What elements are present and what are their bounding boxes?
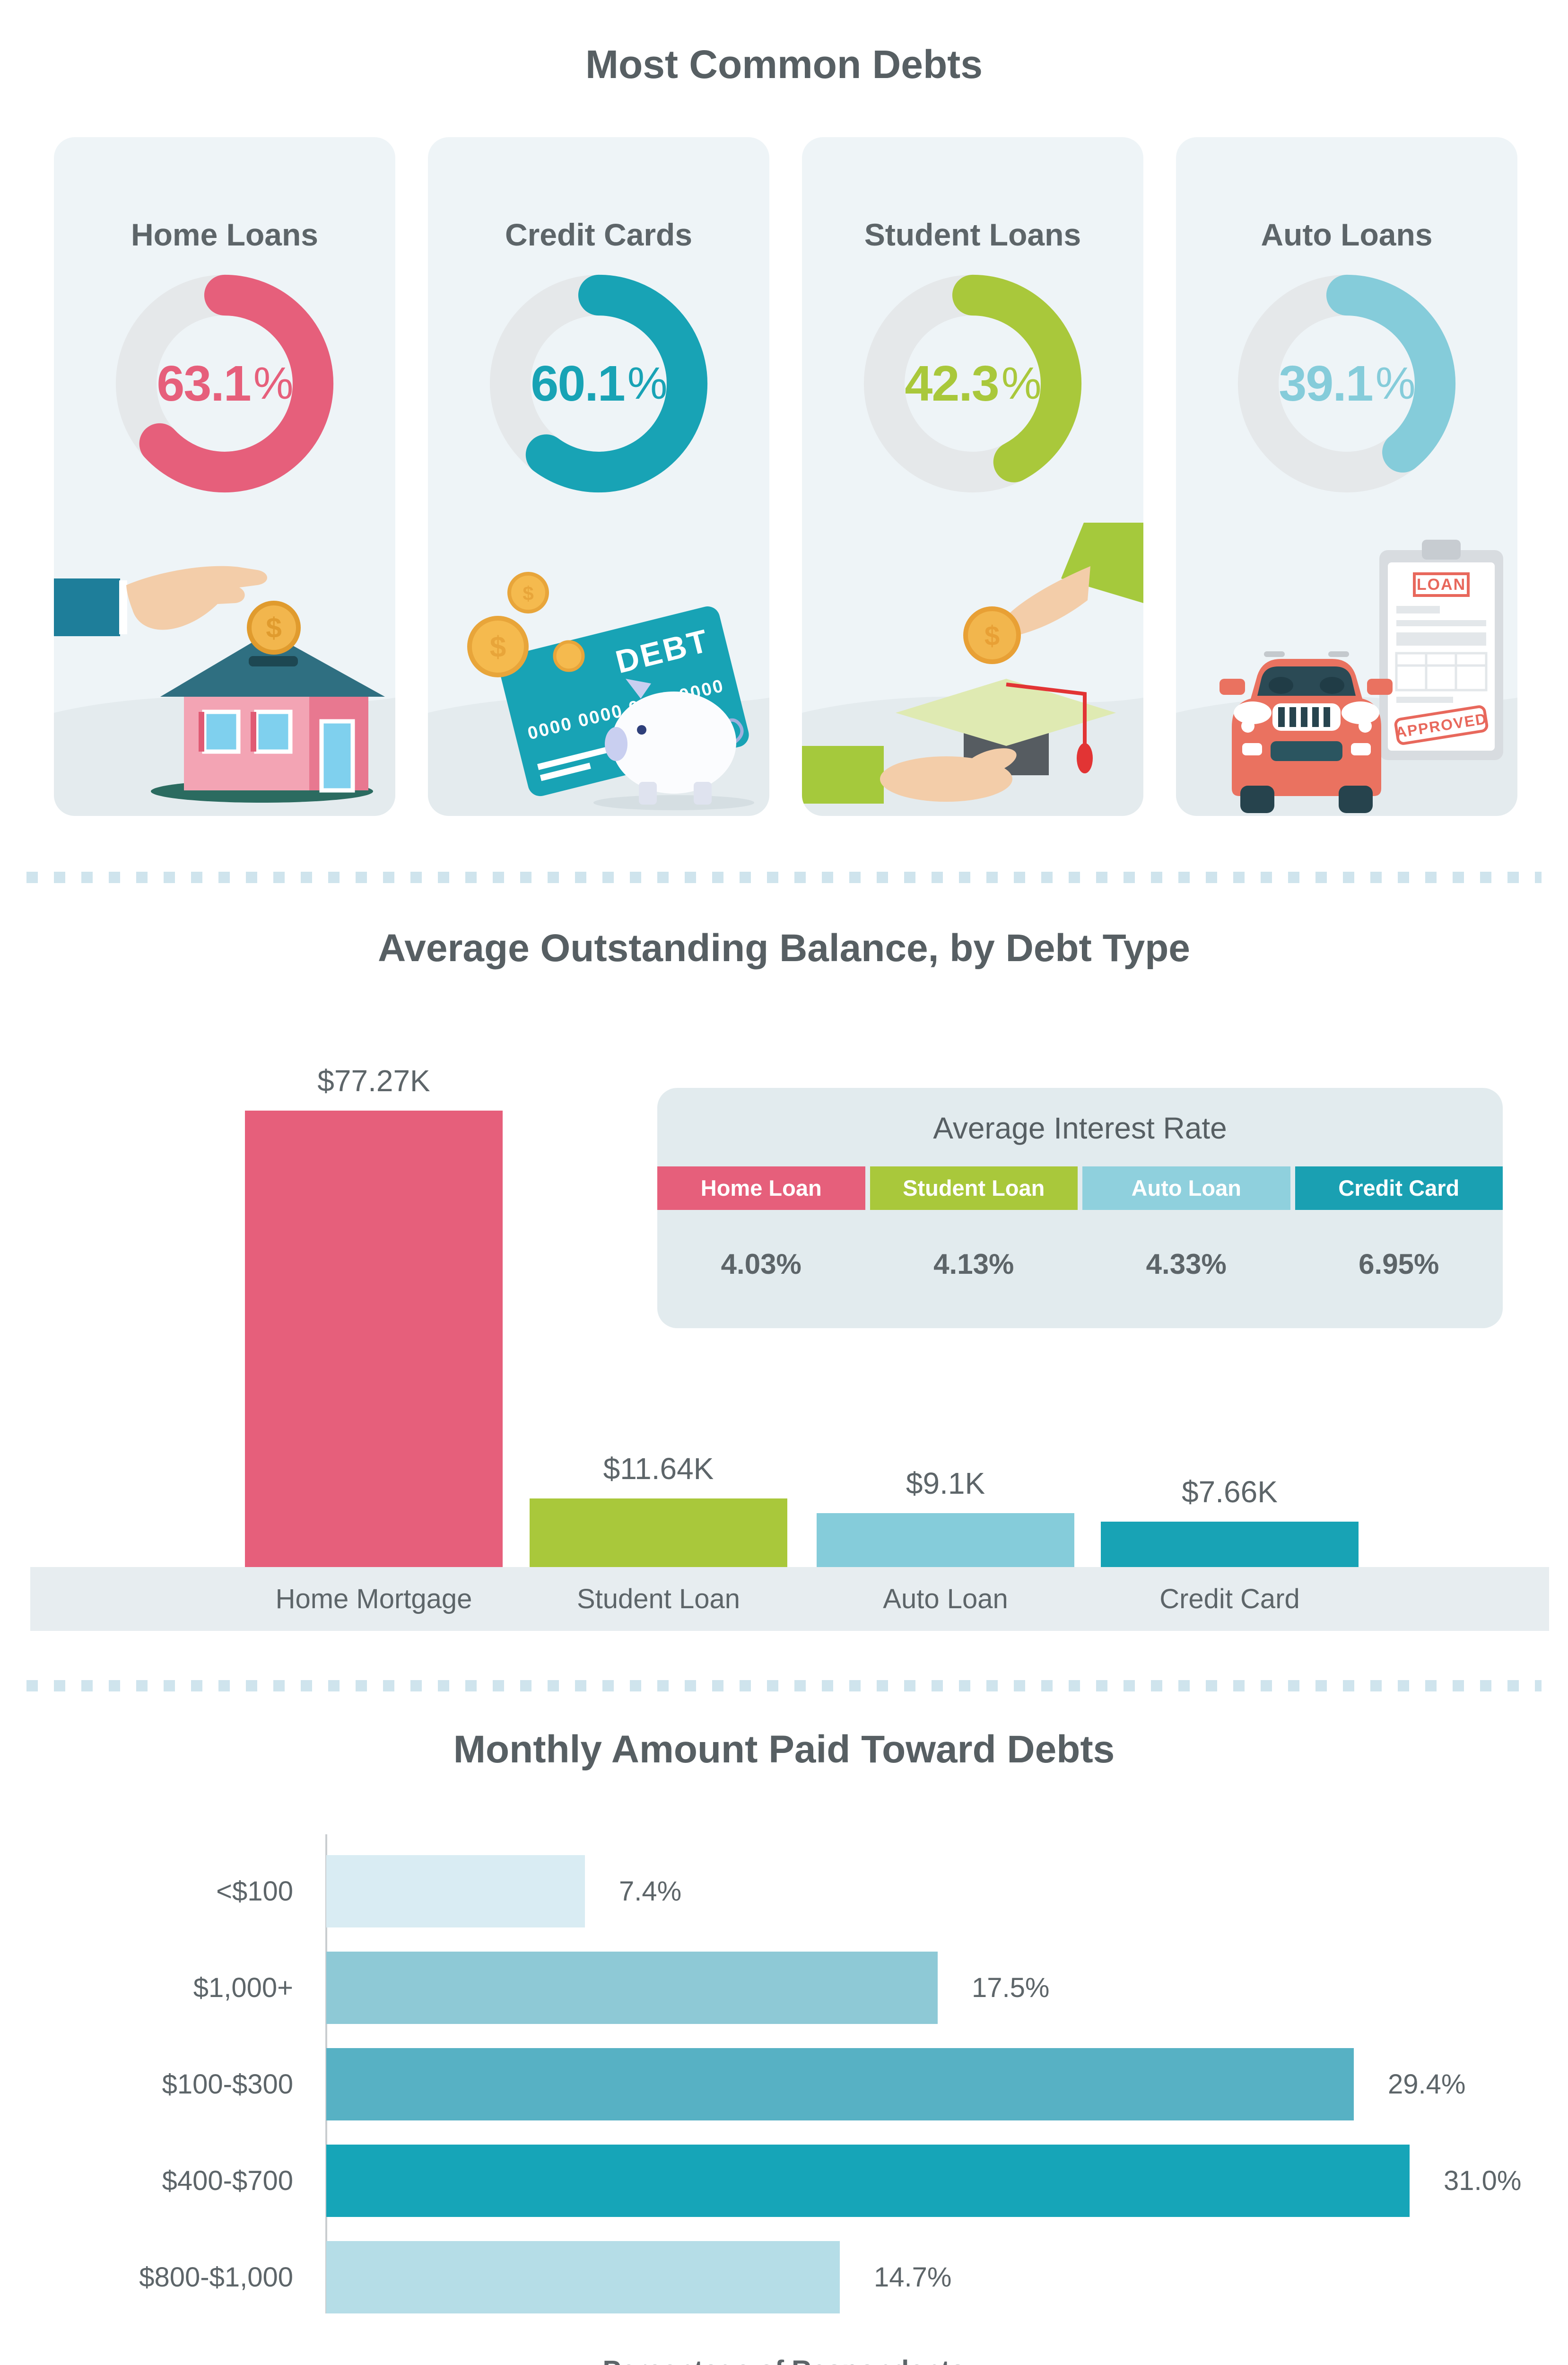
debt-credit-card-icon: DEBT 0000 0000 0000 0000 $ $ xyxy=(428,572,769,816)
bar-column-home-mortgage: $77.27K xyxy=(245,1063,503,1567)
bar xyxy=(1101,1522,1359,1567)
bar-value-label: $77.27K xyxy=(317,1064,430,1098)
bar xyxy=(326,2048,1354,2120)
monthly-bar-row-under-100: <$100 7.4% xyxy=(0,1855,1568,1927)
category-label: $100-$300 xyxy=(162,2069,293,2100)
monthly-section-title: Monthly Amount Paid Toward Debts xyxy=(453,1728,1115,1771)
card-title: Auto Loans xyxy=(1261,217,1433,252)
bar-value-label: 29.4% xyxy=(1388,2069,1466,2100)
interest-value: 6.95% xyxy=(1359,1248,1439,1280)
bar xyxy=(326,1952,938,2024)
bar-column-credit-card: $7.66K xyxy=(1101,1474,1359,1567)
interest-value: 4.13% xyxy=(933,1248,1014,1280)
x-axis-label: Auto Loan xyxy=(883,1584,1008,1614)
bar-column-auto-loan: $9.1K xyxy=(817,1466,1074,1567)
bar-value-label: 31.0% xyxy=(1444,2165,1522,2196)
bar-value-label: 17.5% xyxy=(972,1972,1050,2003)
card-title: Credit Cards xyxy=(505,217,693,252)
svg-text:$: $ xyxy=(523,582,533,604)
monthly-bar-row-400-700: $400-$700 31.0% xyxy=(0,2145,1568,2217)
credit-cards-donut-chart: 60.1% xyxy=(488,272,710,495)
category-label: $800-$1,000 xyxy=(139,2262,293,2293)
monthly-bar-row-1000-plus: $1,000+ 17.5% xyxy=(0,1952,1568,2024)
percent-value: 60.1% xyxy=(531,355,667,412)
x-axis-label: Student Loan xyxy=(576,1584,740,1614)
card-student-loans: Student Loans 42.3% $ xyxy=(802,137,1143,816)
average-interest-rate-panel: Average Interest Rate Home Loan Student … xyxy=(657,1088,1503,1328)
card-title: Student Loans xyxy=(864,217,1081,252)
bar-column-student-loan: $11.64K xyxy=(530,1451,787,1567)
interest-header-student-loan: Student Loan xyxy=(870,1166,1078,1210)
home-loans-donut-chart: 63.1% xyxy=(113,272,336,495)
dotted-divider xyxy=(26,1680,1542,1691)
svg-text:$: $ xyxy=(490,631,506,664)
card-auto-loans: Auto Loans 39.1% LOAN xyxy=(1176,137,1517,816)
loan-doc-title: LOAN xyxy=(1417,576,1466,594)
dotted-divider xyxy=(26,872,1542,883)
car-loan-approved-icon: LOAN APPROVED xyxy=(1176,540,1517,816)
monthly-bar-row-100-300: $100-$300 29.4% xyxy=(0,2048,1568,2120)
page-title: Most Common Debts xyxy=(585,42,983,87)
interest-value: 4.03% xyxy=(721,1248,801,1280)
interest-header-home-loan: Home Loan xyxy=(657,1166,865,1210)
percent-value: 42.3% xyxy=(905,355,1041,412)
x-axis-label: Credit Card xyxy=(1159,1584,1300,1614)
x-axis-label: Home Mortgage xyxy=(275,1584,472,1614)
card-home-loans: Home Loans 63.1% $ xyxy=(54,137,395,816)
bar xyxy=(245,1111,503,1567)
house-piggy-bank-icon: $ xyxy=(54,566,395,816)
interest-panel-title: Average Interest Rate xyxy=(933,1111,1227,1145)
bar-value-label: 7.4% xyxy=(619,1876,682,1907)
category-label: <$100 xyxy=(216,1876,293,1907)
bar-value-label: $7.66K xyxy=(1182,1475,1278,1509)
svg-text:$: $ xyxy=(984,621,1000,651)
category-label: $1,000+ xyxy=(193,1972,293,2003)
bar-value-label: $9.1K xyxy=(906,1466,985,1500)
balance-section-title: Average Outstanding Balance, by Debt Typ… xyxy=(378,927,1190,970)
balance-bar-chart: $77.27K $11.64K $9.1K $7.66K Home Mortga… xyxy=(30,1064,1549,1631)
interest-header-credit-card: Credit Card xyxy=(1295,1166,1503,1210)
card-credit-cards: Credit Cards 60.1% DEBT 0000 0000 0000 0… xyxy=(428,137,769,816)
card-title: Home Loans xyxy=(131,217,319,252)
student-loans-donut-chart: 42.3% xyxy=(862,272,1084,495)
bar xyxy=(326,1855,585,1927)
most-common-debts-cards: Home Loans 63.1% $ xyxy=(54,137,1517,816)
percent-value: 63.1% xyxy=(157,355,293,412)
interest-value: 4.33% xyxy=(1146,1248,1227,1280)
monthly-bar-row-800-1000: $800-$1,000 14.7% xyxy=(0,2241,1568,2313)
interest-header-auto-loan: Auto Loan xyxy=(1082,1166,1290,1210)
bar-value-label: 14.7% xyxy=(874,2262,952,2293)
auto-loans-donut-chart: 39.1% xyxy=(1236,272,1458,495)
bar xyxy=(326,2241,840,2313)
bar xyxy=(817,1513,1074,1567)
coin-graduation-cap-icon: $ xyxy=(802,523,1143,816)
x-axis-band xyxy=(30,1567,1549,1631)
svg-text:$: $ xyxy=(266,612,281,644)
percent-value: 39.1% xyxy=(1279,355,1415,412)
bar xyxy=(326,2145,1410,2217)
bar-value-label: $11.64K xyxy=(603,1452,714,1486)
bar xyxy=(530,1498,787,1567)
category-label: $400-$700 xyxy=(162,2165,293,2196)
x-axis-title: Percentage of Respondents xyxy=(0,2355,1568,2365)
